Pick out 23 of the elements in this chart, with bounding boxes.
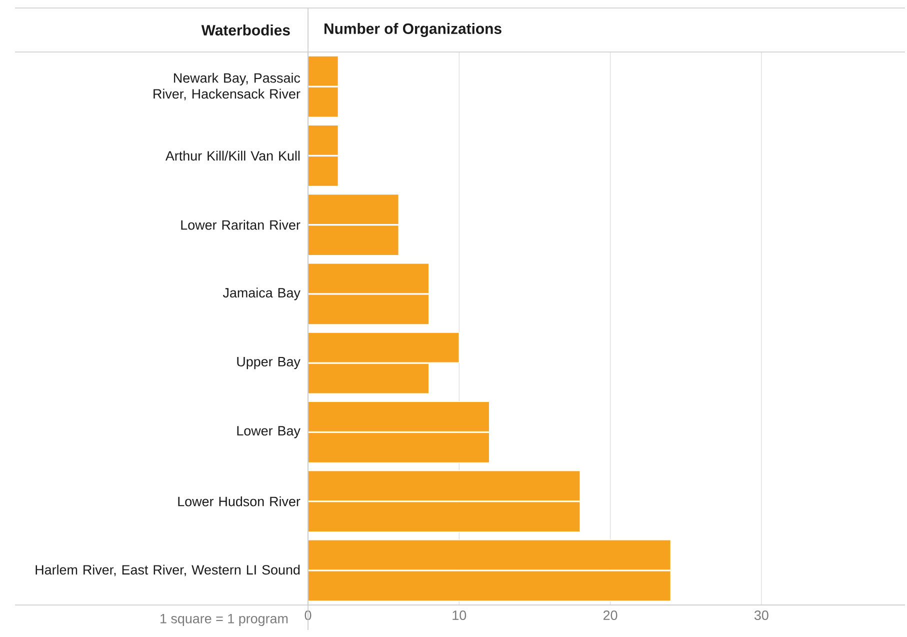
y-tick-label: Newark Bay, Passaic River, Hackensack River — [154, 72, 300, 100]
text: 1 square = 1 program — [160, 614, 288, 626]
x-tick-label: 10 — [452, 610, 466, 620]
bar — [308, 332, 460, 363]
x-tick-label: 20 — [603, 610, 618, 620]
bar — [308, 86, 339, 118]
y-tick-label: Lower Bay — [237, 426, 300, 438]
y-tick-label: Lower Raritan River — [181, 220, 300, 230]
x-tick-label: 30 — [754, 610, 768, 620]
x-axis-title: Number of Organizations — [324, 23, 502, 38]
bar — [308, 539, 672, 570]
bar — [308, 56, 339, 86]
x-tick-label: 0 — [304, 610, 312, 620]
y-tick-label: Upper Bay — [237, 357, 300, 370]
y-tick-label: Lower Hudson River — [178, 496, 300, 506]
y-tick-label: Harlem River, East River, Western LI Sound — [36, 564, 300, 576]
bar — [308, 570, 672, 602]
y-axis-title: Waterbodies — [201, 24, 290, 36]
y-tick-label: Jamaica Bay — [222, 288, 300, 300]
bar — [308, 262, 430, 294]
bar — [308, 294, 430, 325]
bar — [308, 363, 430, 394]
y-tick-label: Arthur Kill/Kill Van Kull — [165, 150, 300, 161]
